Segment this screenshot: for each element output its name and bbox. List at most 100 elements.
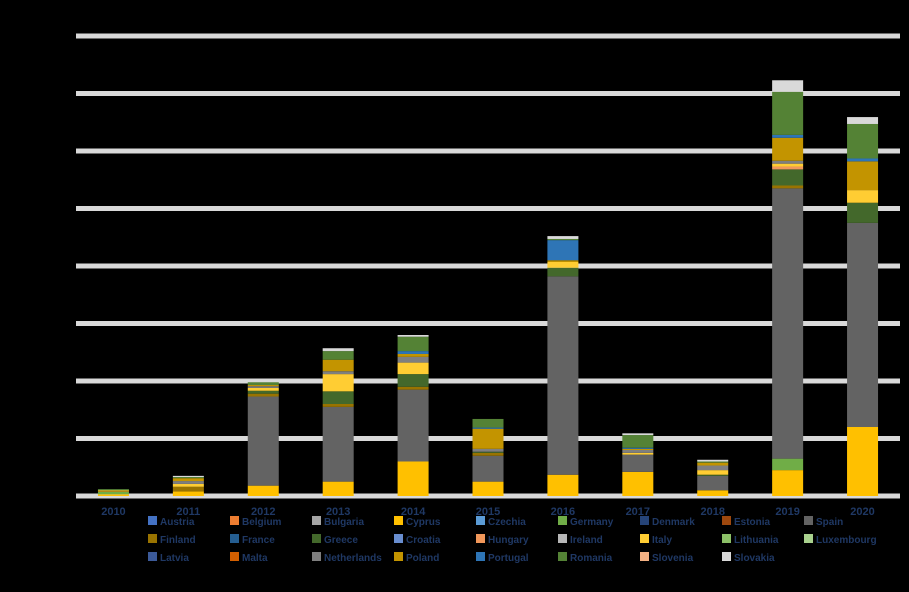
x-tick-label: 2012	[251, 506, 275, 518]
bar-segment	[322, 406, 354, 482]
bar-segment	[397, 461, 429, 496]
bar-segment	[772, 185, 804, 189]
legend-label: Spain	[816, 517, 843, 528]
legend-swatch	[558, 534, 567, 543]
x-tick-label: 2020	[850, 506, 874, 518]
bar-segment	[772, 458, 804, 471]
bar-segment	[172, 483, 204, 487]
bar-segment	[247, 385, 279, 387]
legend-swatch	[394, 516, 403, 525]
bar-segment	[547, 267, 579, 277]
bar-segment	[697, 470, 729, 475]
bar-segment	[172, 491, 204, 496]
bar-segment	[847, 427, 879, 496]
bar-segment	[547, 238, 579, 241]
bar-segment	[322, 348, 354, 352]
legend-swatch	[640, 516, 649, 525]
bar-segment	[697, 462, 729, 466]
legend-label: France	[242, 535, 275, 546]
bar-segment	[397, 335, 429, 337]
x-tick-label: 2011	[176, 506, 200, 518]
legend-label: Bulgaria	[324, 517, 364, 528]
legend-label: Netherlands	[324, 553, 382, 564]
bar-segment	[172, 486, 204, 492]
legend-swatch	[148, 552, 157, 561]
bar-segment	[622, 471, 654, 496]
bar-segment	[772, 134, 804, 138]
bar-segment	[97, 494, 129, 496]
bar-segment	[772, 137, 804, 161]
legend-swatch	[722, 552, 731, 561]
legend-label: Portugal	[488, 553, 529, 564]
legend-label: Luxembourg	[816, 535, 877, 546]
bar-segment	[397, 336, 429, 352]
bar-segment	[547, 240, 579, 261]
legend-label: Belgium	[242, 517, 282, 528]
bar-segment	[697, 490, 729, 496]
bar-segment	[472, 451, 504, 453]
legend-swatch	[640, 534, 649, 543]
bar-segment	[847, 190, 879, 203]
legend-swatch	[230, 552, 239, 561]
legend-label: Slovenia	[652, 553, 694, 564]
x-tick-label: 2014	[401, 506, 426, 518]
bar-segment	[97, 489, 129, 491]
bar-segment	[397, 374, 429, 387]
bar-segment	[772, 166, 804, 170]
bar-segment	[547, 474, 579, 496]
bar-segment	[697, 474, 729, 476]
legend-swatch	[476, 534, 485, 543]
legend-label: Italy	[652, 535, 672, 546]
x-tick-label: 2017	[626, 506, 650, 518]
bar-segment	[97, 490, 129, 492]
legend-swatch	[804, 516, 813, 525]
bar-segment	[772, 188, 804, 459]
legend-swatch	[230, 516, 239, 525]
bar-segment	[847, 202, 879, 223]
bar-segment	[247, 396, 279, 486]
bar-segment	[547, 276, 579, 475]
bar-segment	[622, 447, 654, 449]
bar-segment	[847, 158, 879, 162]
bar-segment	[172, 481, 204, 484]
bar-segment	[472, 455, 504, 482]
legend-label: Greece	[324, 535, 358, 546]
x-tick-label: 2015	[476, 506, 500, 518]
bar-segment	[397, 351, 429, 354]
legend-swatch	[148, 534, 157, 543]
legend-swatch	[558, 516, 567, 525]
bar-segment	[772, 91, 804, 135]
bar-segment	[697, 475, 729, 491]
bar-segment	[547, 260, 579, 262]
legend-label: Ireland	[570, 535, 603, 546]
bar-segment	[322, 481, 354, 496]
bar-segment	[472, 448, 504, 452]
bar-segment	[472, 427, 504, 429]
bar-segment	[622, 452, 654, 455]
bars	[97, 80, 879, 496]
legend-swatch	[230, 534, 239, 543]
legend-label: Austria	[160, 517, 195, 528]
bar-segment	[472, 452, 504, 456]
bar-segment	[847, 161, 879, 191]
legend-swatch	[722, 516, 731, 525]
bar-segment	[322, 391, 354, 404]
bar-segment	[622, 454, 654, 472]
bar-segment	[247, 386, 279, 388]
legend-label: Romania	[570, 553, 613, 564]
bar-segment	[622, 433, 654, 436]
bar-segment	[547, 236, 579, 239]
bar-segment	[397, 386, 429, 390]
bar-segment	[847, 123, 879, 159]
x-tick-label: 2013	[326, 506, 350, 518]
bar-segment	[472, 418, 504, 428]
bar-segment	[322, 374, 354, 392]
bar-segment	[697, 465, 729, 471]
legend-swatch	[558, 552, 567, 561]
bar-segment	[772, 80, 804, 92]
bar-segment	[172, 478, 204, 482]
legend-label: Czechia	[488, 517, 526, 528]
bar-segment	[697, 461, 729, 463]
legend-label: Slovakia	[734, 553, 775, 564]
